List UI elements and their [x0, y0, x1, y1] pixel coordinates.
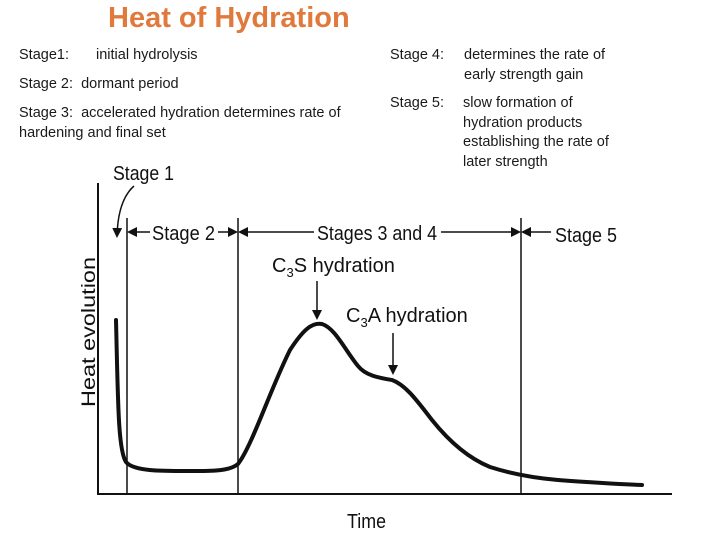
stage2-label: Stage 2:: [19, 76, 74, 92]
stage5-diagram-label: Stage 5: [555, 225, 617, 247]
c3s-c: C: [272, 255, 286, 277]
x-axis-label: Time: [347, 511, 386, 533]
stage4-text-line: early strength gain: [464, 66, 584, 83]
stage2-diagram-label: Stage 2: [152, 223, 215, 245]
stage5-description: Stage 5: slow formation of hydration pro…: [390, 94, 609, 172]
stage5-label: Stage 5:: [390, 95, 445, 111]
c3a-hydration-label: C3A hydration: [346, 305, 468, 330]
stage4-description: Stage 4: determines the rate of early st…: [390, 46, 605, 85]
stage4-text-line: determines the rate of: [464, 47, 606, 63]
heat-evolution-curve: [114, 318, 644, 487]
stage1-arrow: [112, 185, 135, 238]
page-title: Heat of Hydration: [108, 2, 350, 34]
stages34-diagram-label: Stages 3 and 4: [317, 223, 437, 245]
stage3-label: Stage 3:: [19, 105, 74, 121]
y-axis-label: Heat evolution: [79, 257, 100, 407]
stage1-description: Stage1: initial hydrolysis: [19, 46, 198, 66]
stage5-text-line: later strength: [463, 153, 548, 170]
stage5-text-line: establishing the rate of: [463, 134, 609, 150]
c3s-sub: 3: [286, 265, 293, 280]
c3a-sub: 3: [360, 315, 367, 330]
stage1-diagram-label: Stage 1: [113, 163, 174, 185]
stage1-label: Stage1:: [19, 47, 69, 63]
stage1-text: initial hydrolysis: [96, 47, 198, 63]
stage5-text-line: slow formation of: [463, 95, 573, 111]
stage3-text: accelerated hydration determines rate of…: [19, 105, 341, 141]
c3s-rest: S hydration: [294, 255, 395, 277]
stage2-text: dormant period: [81, 76, 179, 92]
stage3-description: Stage 3: accelerated hydration determine…: [19, 104, 359, 143]
stage4-label: Stage 4:: [390, 47, 445, 63]
stage2-description: Stage 2: dormant period: [19, 75, 179, 95]
c3a-rest: A hydration: [368, 305, 468, 327]
stage5-text-line: hydration products: [463, 114, 583, 131]
c3a-c: C: [346, 305, 360, 327]
c3s-hydration-label: C3S hydration: [272, 255, 395, 280]
